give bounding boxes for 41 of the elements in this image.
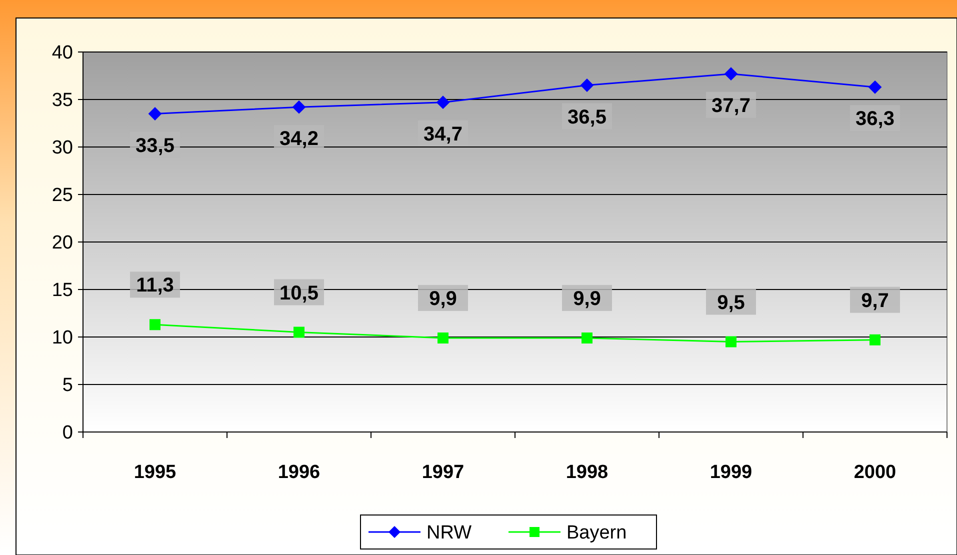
point <box>870 334 880 346</box>
data-label: 9,9 <box>429 288 457 310</box>
point <box>724 67 738 80</box>
point <box>868 80 882 94</box>
point <box>726 336 736 348</box>
data-label: 34,7 <box>424 123 462 146</box>
y-tick-label: 5 <box>62 375 73 396</box>
point <box>580 78 594 92</box>
y-tick-label: 35 <box>52 90 73 112</box>
point <box>436 96 450 109</box>
point <box>582 332 592 344</box>
data-label: 33,5 <box>136 134 174 157</box>
legend-label: Bayern <box>566 522 627 544</box>
point <box>150 319 160 330</box>
point <box>292 100 306 114</box>
data-label: 10,5 <box>280 282 318 304</box>
x-tick-label: 1995 <box>134 462 177 483</box>
legend-label: NRW <box>426 522 472 544</box>
point <box>148 107 162 120</box>
x-tick-label: 1998 <box>566 462 608 483</box>
y-tick-label: 15 <box>52 280 73 302</box>
data-label: 9,9 <box>573 288 601 310</box>
y-tick-label: 20 <box>52 232 73 254</box>
y-tick-label: 0 <box>62 422 73 444</box>
data-label: 9,5 <box>717 292 745 314</box>
data-label: 36,5 <box>568 106 606 128</box>
x-tick-label: 1996 <box>278 462 320 483</box>
point <box>438 332 448 344</box>
y-tick-label: 30 <box>52 138 73 159</box>
data-label: 34,2 <box>280 128 318 150</box>
y-tick-label: 10 <box>52 328 73 349</box>
x-tick-label: 2000 <box>854 462 896 483</box>
x-tick-label: 1999 <box>710 462 752 483</box>
x-tick-label: 1997 <box>422 462 464 483</box>
data-label: 36,3 <box>856 108 894 130</box>
point <box>294 326 304 338</box>
y-tick-label: 25 <box>52 185 73 206</box>
y-tick-label: 40 <box>52 42 73 64</box>
data-label: 9,7 <box>861 290 889 312</box>
data-label: 37,7 <box>712 94 750 117</box>
data-label: 11,3 <box>136 274 174 297</box>
